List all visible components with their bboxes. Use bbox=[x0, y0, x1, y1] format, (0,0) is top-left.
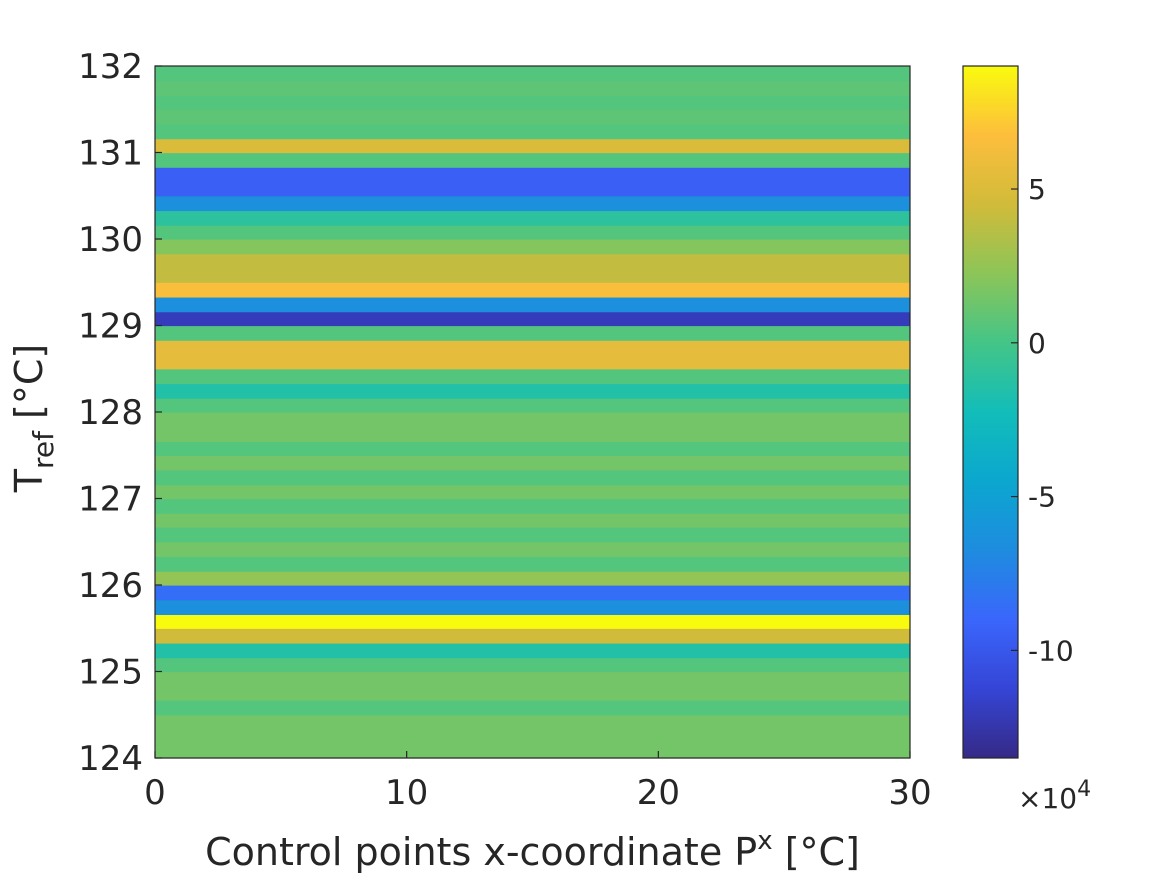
x-axis-label-main: Control points x-coordinate P bbox=[205, 830, 757, 874]
x-tick-label: 30 bbox=[888, 773, 931, 813]
y-tick-label: 124 bbox=[78, 739, 143, 779]
heatmap-row bbox=[155, 123, 910, 140]
heatmap-row bbox=[155, 210, 910, 226]
heatmap-row bbox=[155, 628, 910, 644]
x-axis: 0 10 20 30 bbox=[144, 751, 932, 813]
heatmap-row bbox=[155, 138, 910, 154]
heatmap-row bbox=[155, 80, 910, 97]
heatmap-row bbox=[155, 66, 910, 82]
heatmap-row bbox=[155, 455, 910, 471]
colorbar-tick-label: 0 bbox=[1028, 327, 1046, 360]
heatmap-row bbox=[155, 95, 910, 110]
heatmap-row bbox=[155, 152, 910, 168]
heatmap-row bbox=[155, 253, 910, 283]
colorbar-tick-label: 5 bbox=[1028, 173, 1046, 206]
x-tick-label: 20 bbox=[637, 773, 680, 813]
heatmap-row bbox=[155, 671, 910, 701]
heatmap-row bbox=[155, 513, 910, 528]
heatmap-row bbox=[155, 412, 910, 443]
y-axis-label-main: T bbox=[7, 468, 51, 493]
heatmap-row bbox=[155, 585, 910, 601]
y-tick-label: 129 bbox=[78, 307, 143, 347]
heatmap-row bbox=[155, 239, 910, 255]
heatmap-row bbox=[155, 225, 910, 240]
x-axis-label-tail: [°C] bbox=[773, 830, 860, 874]
x-tick-label: 0 bbox=[144, 773, 166, 813]
heatmap-row bbox=[155, 541, 910, 558]
heatmap-row bbox=[155, 368, 910, 385]
y-axis: 124 125 126 127 128 129 130 131 132 bbox=[78, 47, 162, 779]
heatmap-row bbox=[155, 167, 910, 197]
colorbar-frame bbox=[962, 65, 1019, 759]
x-axis-label-sup: x bbox=[757, 826, 772, 856]
heatmap-row bbox=[155, 484, 910, 500]
heatmap-row bbox=[155, 398, 910, 413]
colorbar-exponent-power: 4 bbox=[1077, 777, 1091, 802]
x-axis-label: Control points x-coordinate Px [°C] bbox=[205, 826, 860, 874]
heatmap-rows bbox=[155, 66, 910, 759]
heatmap-row bbox=[155, 469, 910, 486]
heatmap-row bbox=[155, 195, 910, 212]
heatmap-row bbox=[155, 527, 910, 543]
heatmap-row bbox=[155, 642, 910, 659]
colorbar-tick-label: -5 bbox=[1028, 481, 1056, 514]
heatmap-row bbox=[155, 556, 910, 572]
heatmap-row bbox=[155, 340, 910, 370]
y-tick-label: 130 bbox=[78, 220, 143, 260]
y-tick-label: 125 bbox=[78, 653, 143, 693]
y-tick-label: 132 bbox=[78, 47, 143, 87]
heatmap-row bbox=[155, 498, 910, 514]
heatmap-row bbox=[155, 296, 910, 313]
heatmap-row bbox=[155, 657, 910, 673]
colorbar-exponent-base: ×10 bbox=[1018, 782, 1077, 815]
heatmap-row bbox=[155, 599, 910, 616]
heatmap-row bbox=[155, 614, 910, 629]
heatmap-row bbox=[155, 311, 910, 327]
y-axis-label-sub: ref bbox=[27, 430, 60, 469]
heatmap-row bbox=[155, 700, 910, 716]
y-tick-label: 128 bbox=[78, 393, 143, 433]
heatmap-row bbox=[155, 325, 910, 341]
y-tick-label: 126 bbox=[78, 566, 143, 606]
heatmap-row bbox=[155, 714, 910, 759]
heatmap-row bbox=[155, 282, 910, 298]
heatmap-row bbox=[155, 571, 910, 586]
colorbar-tick-label: -10 bbox=[1028, 634, 1074, 667]
colorbar-exponent-label: ×104 bbox=[1018, 777, 1091, 815]
x-tick-label: 10 bbox=[385, 773, 428, 813]
y-axis-label: Tref [°C] bbox=[7, 344, 60, 493]
y-tick-label: 131 bbox=[78, 134, 143, 174]
heatmap-row bbox=[155, 109, 910, 125]
heatmap-row bbox=[155, 441, 910, 456]
y-tick-label: 127 bbox=[78, 480, 143, 520]
colorbar bbox=[963, 66, 1018, 758]
heatmap-row bbox=[155, 383, 910, 399]
y-axis-label-tail: [°C] bbox=[7, 344, 51, 431]
colorbar-ticks: -10 -5 0 5 bbox=[1011, 173, 1074, 667]
